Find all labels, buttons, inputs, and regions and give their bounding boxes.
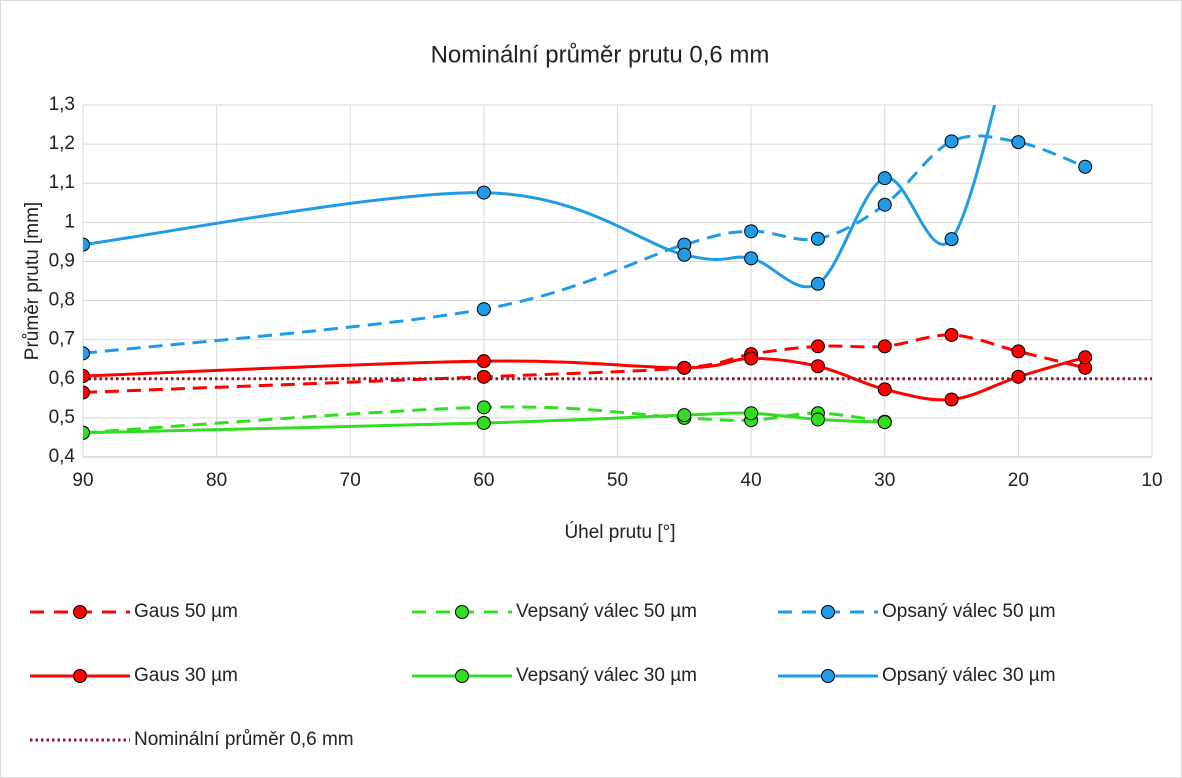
x-tick-label: 50 — [607, 470, 628, 491]
y-tick-label: 0,4 — [49, 446, 76, 467]
marker — [1011, 135, 1026, 150]
marker — [476, 415, 491, 430]
y-tick-label: 0,5 — [49, 407, 75, 428]
marker — [877, 339, 892, 354]
marker — [83, 385, 90, 400]
y-tick-label: 1 — [64, 211, 75, 232]
marker — [877, 171, 892, 186]
marker — [944, 232, 959, 247]
y-axis-label: Průměr prutu [mm] — [22, 202, 43, 360]
marker — [677, 360, 692, 375]
series-line — [83, 355, 1086, 402]
marker — [1078, 159, 1093, 174]
marker — [1078, 350, 1093, 365]
y-tick-label: 0,8 — [49, 290, 75, 311]
plot — [83, 105, 1152, 440]
marker — [877, 197, 892, 212]
marker — [744, 406, 759, 421]
y-tick-label: 1,1 — [49, 172, 75, 193]
marker — [677, 408, 692, 423]
x-tick-label: 70 — [340, 470, 361, 491]
legend-marker — [73, 669, 87, 683]
x-tick-label: 10 — [1141, 470, 1162, 491]
legend-label: Gaus 30 µm — [134, 665, 238, 686]
marker — [810, 276, 825, 291]
marker — [83, 425, 90, 440]
marker — [476, 369, 491, 384]
marker — [877, 415, 892, 430]
marker — [810, 231, 825, 246]
marker — [476, 302, 491, 317]
marker — [744, 224, 759, 239]
legend-label: Gaus 50 µm — [134, 601, 238, 622]
marker — [944, 392, 959, 407]
series-line — [83, 134, 1086, 355]
marker — [744, 251, 759, 266]
marker — [944, 134, 959, 149]
y-tick-label: 0,6 — [49, 368, 75, 389]
marker — [83, 237, 90, 252]
marker — [877, 382, 892, 397]
legend-marker — [455, 669, 469, 683]
marker — [1011, 344, 1026, 359]
legend-label: Opsaný válec 30 µm — [882, 665, 1056, 686]
x-tick-label: 60 — [473, 470, 494, 491]
legend-marker — [73, 605, 87, 619]
legend-label: Nominální průměr 0,6 mm — [134, 729, 354, 750]
y-tick-label: 1,2 — [49, 133, 75, 154]
legend-marker — [455, 605, 469, 619]
legend-label: Vepsaný válec 30 µm — [516, 665, 697, 686]
y-tick-label: 1,3 — [49, 94, 75, 115]
y-tick-label: 0,9 — [49, 250, 75, 271]
x-tick-label: 80 — [206, 470, 227, 491]
marker — [677, 247, 692, 262]
marker — [810, 412, 825, 427]
chart-title: Nominální průměr prutu 0,6 mm — [431, 41, 770, 68]
legend-label: Opsaný válec 50 µm — [882, 601, 1056, 622]
marker — [476, 185, 491, 200]
legend-marker — [821, 669, 835, 683]
marker — [810, 339, 825, 354]
x-tick-label: 40 — [741, 470, 762, 491]
marker — [476, 400, 491, 415]
marker — [1011, 369, 1026, 384]
x-tick-label: 30 — [874, 470, 895, 491]
x-tick-label: 20 — [1008, 470, 1029, 491]
marker — [83, 369, 90, 384]
marker — [476, 354, 491, 369]
y-tick-label: 0,7 — [49, 329, 75, 350]
marker — [944, 327, 959, 342]
legend-marker — [821, 605, 835, 619]
marker — [83, 346, 90, 361]
marker — [744, 351, 759, 366]
x-axis-label: Úhel prutu [°] — [564, 521, 675, 543]
marker — [810, 359, 825, 374]
legend-label: Vepsaný válec 50 µm — [516, 601, 697, 622]
x-tick-label: 90 — [72, 470, 93, 491]
